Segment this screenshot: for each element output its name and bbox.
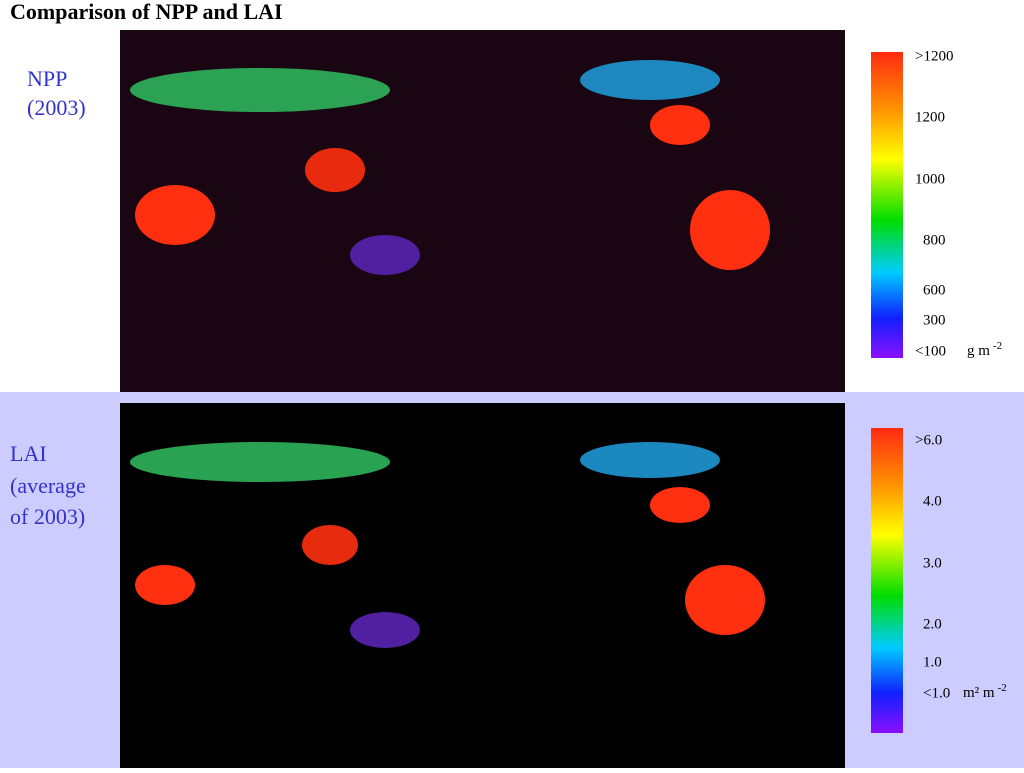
colorbar-label: 800: [923, 232, 946, 248]
unit-sup: -2: [998, 682, 1007, 694]
colorbar-label: >6.0: [915, 432, 942, 448]
colorbar-label: 3.0: [923, 555, 942, 571]
colorbar-label: 2.0: [923, 616, 942, 632]
npp-map: [120, 30, 845, 392]
colorbar-label: 1.0: [923, 654, 942, 670]
unit-sup: -2: [993, 340, 1002, 352]
panel-label: LAI: [10, 441, 47, 466]
colorbar-label: 600: [923, 282, 946, 298]
panel-label: of 2003): [10, 504, 85, 529]
colorbar-label: 4.0: [923, 493, 942, 509]
panel-label: (average: [10, 473, 86, 498]
colorbar-label: 1200: [915, 109, 945, 125]
unit-base: m² m: [963, 685, 995, 701]
colorbar-label: >1200: [915, 48, 953, 64]
panel-label: (2003): [27, 95, 86, 120]
slide-title: Comparison of NPP and LAI: [10, 0, 283, 24]
unit-base: g m: [967, 343, 990, 359]
colorbar-label: 1000: [915, 171, 945, 187]
colorbar-label: 300: [923, 312, 946, 328]
colorbar-label: <1.0: [923, 685, 950, 701]
colorbar-label: <100: [915, 343, 946, 359]
lai-colorbar: [871, 428, 903, 733]
npp-colorbar: [871, 52, 903, 358]
colorbar-unit: m² m -2: [963, 682, 1007, 702]
colorbar-unit: g m -2: [967, 340, 1002, 360]
lai-map: [120, 403, 845, 768]
panel-label: NPP: [27, 66, 67, 91]
